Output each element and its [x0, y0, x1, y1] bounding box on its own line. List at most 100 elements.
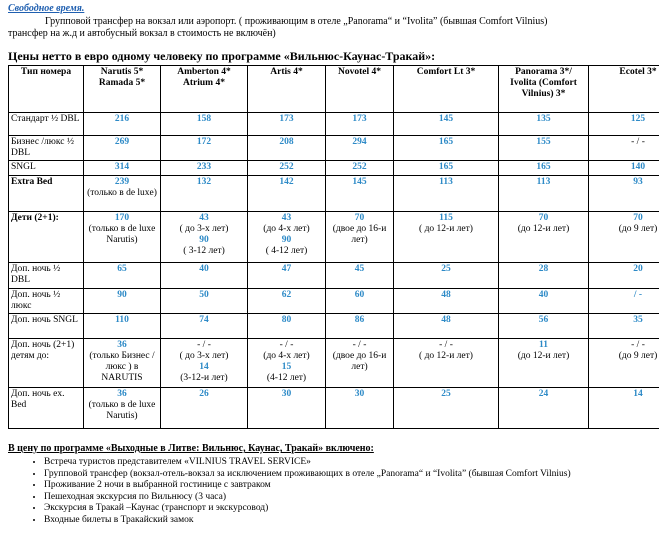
row-label: Доп. ночь ½ DBL [8, 262, 84, 289]
price: 208 [279, 137, 294, 147]
price: 14 [633, 389, 643, 399]
price-cell: 110 [83, 313, 161, 339]
price-cell: 26 [160, 387, 248, 429]
note: - / - [439, 340, 453, 350]
price: 142 [279, 177, 294, 187]
intro-line: трансфер на ж.д и автобусный вокзал в ст… [8, 28, 276, 39]
price-cell: 43 (до 4-х лет) 90( 4-12 лет) [247, 211, 326, 263]
price-cell: 239 (только в de luxe) [83, 175, 161, 212]
price: 48 [441, 315, 451, 325]
note: (до 12-и лет) [517, 224, 570, 234]
price-cell: - / - [588, 135, 659, 161]
price-cell: 165 [393, 135, 499, 161]
price: 216 [114, 114, 130, 124]
note: (до 9 лет) [618, 351, 658, 361]
price: 145 [352, 177, 367, 187]
note: (двое до 16-и лет) [332, 351, 387, 372]
note: (до 9 лет) [618, 224, 658, 234]
price: 294 [352, 137, 367, 147]
included-list: Встреча туристов представителем «VILNIUS… [24, 457, 571, 526]
price: 40 [538, 290, 549, 300]
note: ( до 12-и лет) [419, 351, 473, 361]
price-cell: 80 [247, 313, 326, 339]
price: 24 [538, 389, 549, 399]
price-cell: 135 [498, 112, 589, 136]
price: 86 [354, 315, 365, 325]
price-cell: 90 [83, 288, 161, 314]
row-label: Extra Bed [8, 175, 84, 212]
price-cell: 208 [247, 135, 326, 161]
price: 233 [196, 162, 212, 172]
price: 47 [281, 264, 292, 274]
note: (до 4-х лет) [263, 351, 310, 361]
price-cell: 43( до 3-х лет) 90( 3-12 лет) [160, 211, 248, 263]
price: 25 [441, 264, 451, 274]
row-label: Доп. ночь SNGL [8, 313, 84, 339]
price: 60 [354, 290, 365, 300]
price-cell: 132 [160, 175, 248, 212]
price: 90 [281, 235, 292, 245]
note: - / - [279, 340, 294, 350]
price: 28 [538, 264, 549, 274]
included-item: Экскурсия в Тракай –Каунас (транспорт и … [44, 503, 571, 515]
price-cell: 269 [83, 135, 161, 161]
price: 74 [199, 315, 209, 325]
price-cell: 314 [83, 160, 161, 176]
price: 36 [117, 389, 127, 399]
table-row: Доп. ночь ex. Bed 36 (только в de luxe Nar… [8, 387, 659, 429]
price: 140 [630, 162, 646, 172]
price: 36 [117, 340, 127, 350]
price: 20 [633, 264, 643, 274]
price: 173 [352, 114, 367, 124]
price-cell: 25 [393, 262, 499, 289]
header-cell: Ecotel 3* [588, 65, 659, 113]
included-item: Встреча туристов представителем «VILNIUS… [44, 457, 571, 469]
price: 252 [352, 162, 367, 172]
price-cell: 170 (только в de luxe Narutis) [83, 211, 161, 263]
row-label: Дети (2+1): [8, 211, 84, 263]
price: 158 [196, 114, 212, 124]
price-cell: 155 [498, 135, 589, 161]
note: (до 12-и лет) [517, 351, 570, 361]
row-label: Стандарт ½ DBL [8, 112, 84, 136]
price: 90 [117, 290, 127, 300]
price-cell: 113 [498, 175, 589, 212]
price: 43 [199, 213, 209, 223]
price: 173 [279, 114, 294, 124]
note: ( до 3-х лет) [179, 224, 229, 234]
price: 80 [281, 315, 292, 325]
price-cell: 70 (двое до 16-и лет) [325, 211, 394, 263]
price-cell: 145 [325, 175, 394, 212]
included-title: В цену по программе «Выходные в Литве: В… [8, 443, 374, 454]
price: 30 [281, 389, 292, 399]
price-cell: - / - (двое до 16-и лет) [325, 338, 394, 388]
price-cell: 165 [498, 160, 589, 176]
price: 70 [354, 213, 365, 223]
note: ( 4-12 лет) [265, 246, 308, 256]
heading: Цены нетто в евро одному человеку по про… [8, 49, 436, 63]
header-cell: Narutis 5* Ramada 5* [83, 65, 161, 113]
price-table: Тип номера Narutis 5* Ramada 5* Amberton 4… [8, 65, 659, 429]
price: 239 [114, 177, 130, 187]
included-item: Проживание 2 ночи в выбранной гостинице … [44, 480, 571, 492]
note: ( до 12-и лет) [419, 224, 473, 234]
price-cell: 142 [247, 175, 326, 212]
header-cell: Comfort Lt 3* [393, 65, 499, 113]
price-cell: 74 [160, 313, 248, 339]
price-cell: 48 [393, 313, 499, 339]
price-cell: 158 [160, 112, 248, 136]
price: 165 [438, 137, 454, 147]
note: - / - [631, 137, 645, 147]
price-cell: 62 [247, 288, 326, 314]
price: 40 [199, 264, 209, 274]
note: (до 4-х лет) [263, 224, 310, 234]
price-cell: 115( до 12-и лет) [393, 211, 499, 263]
header-cell: Panorama 3*/ Ivolita (Comfort Vilnius) 3… [498, 65, 589, 113]
price-cell: 24 [498, 387, 589, 429]
note: (только в de luxe Narutis) [88, 224, 156, 245]
price: 135 [536, 114, 551, 124]
price-cell: 56 [498, 313, 589, 339]
note: (4-12 лет) [266, 373, 307, 383]
table-row: Extra Bed 239 (только в de luxe) 132 142 145 1… [8, 175, 659, 212]
price: 170 [114, 213, 130, 223]
